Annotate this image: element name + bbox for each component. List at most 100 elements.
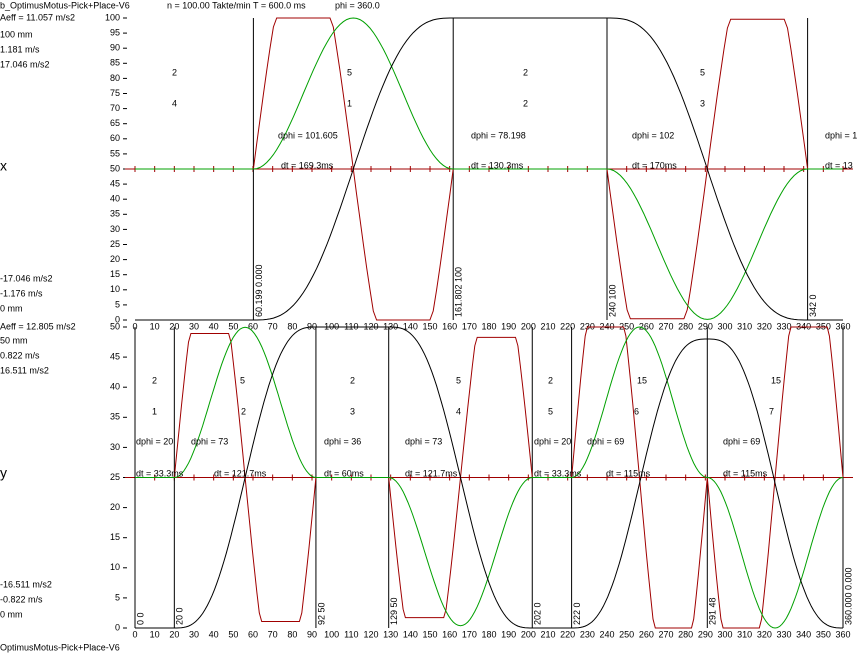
side-label: Aeff = 12.805 m/s2 [0,321,76,331]
x-tick-label: 110 [344,629,358,639]
x-tick-label: 180 [481,321,496,331]
x-tick-label: 220 [560,321,575,331]
y-tick-label: 20 [110,254,120,264]
side-label: 0.822 m/s [0,350,40,360]
y-tick-label: 95 [110,27,120,37]
dphi-label: dphi = 69 [587,436,624,446]
speed-info: n = 100.00 Takte/min T = 600.0 ms [167,0,306,10]
dphi-label: dphi = 36 [324,436,361,446]
segment-id: 5 [548,406,553,416]
y-tick-label: 85 [110,58,120,68]
x-tick-label: 360 [835,321,850,331]
x-tick-label: 290 [698,321,713,331]
y-tick-label: 50 [110,163,120,173]
axis-name: y [0,465,7,481]
x-tick-label: 320 [757,629,772,639]
x-tick-label: 50 [228,321,238,331]
segment-id: 4 [456,406,461,416]
x-tick-label: 120 [363,629,378,639]
position-curve [135,326,843,629]
y-tick-label: 65 [110,118,120,128]
dt-label: dt = 121.7ms [405,468,458,478]
y-tick-label: 55 [110,148,120,158]
segment-id: 6 [634,406,639,416]
y-tick-label: 25 [110,239,120,249]
x-tick-label: 20 [169,629,179,639]
x-tick-label: 170 [462,321,477,331]
x-tick-label: 340 [796,629,811,639]
y-tick-label: 45 [110,351,120,361]
x-tick-label: 340 [796,321,811,331]
boundary-label: 291 48 [708,597,718,625]
x-tick-label: 330 [776,321,791,331]
side-label: Aeff = 11.057 m/s2 [0,12,75,22]
x-tick-label: 250 [619,629,634,639]
x-tick-label: 200 [521,629,536,639]
y-tick-label: 40 [110,382,120,392]
segment-id: 7 [769,406,774,416]
x-tick-label: 120 [363,321,378,331]
x-tick-label: 130 [383,321,398,331]
segment-number: 5 [456,375,461,385]
x-tick-label: 190 [501,321,516,331]
side-label: 1.181 m/s [0,44,40,54]
y-tick-label: 15 [110,269,120,279]
boundary-label: 20 0 [175,607,185,625]
dphi-label: dphi = 20 [534,436,571,446]
y-tick-label: 60 [110,133,120,143]
x-tick-label: 280 [678,321,693,331]
x-tick-label: 60 [248,321,258,331]
side-label: -16.511 m/s2 [0,579,52,589]
y-tick-label: 5 [115,592,120,602]
x-tick-label: 100 [324,629,339,639]
x-tick-label: 330 [776,629,791,639]
x-tick-label: 260 [639,321,654,331]
x-tick-label: 350 [816,321,831,331]
x-tick-label: 160 [442,321,457,331]
y-tick-label: 25 [110,472,120,482]
x-tick-label: 140 [403,321,418,331]
x-tick-label: 10 [150,321,160,331]
velocity-curve [135,326,844,629]
x-tick-label: 200 [521,321,536,331]
y-tick-label: 35 [110,209,120,219]
x-tick-label: 240 [599,321,614,331]
boundary-label: 129 50 [389,597,399,625]
dt-label: dt = 60ms [324,468,364,478]
footer: OptimusMotus-Pick+Place-V6 [0,642,120,652]
segment-number: 15 [637,375,647,385]
x-tick-label: 0 [132,629,137,639]
y-tick-label: 15 [110,532,120,542]
x-tick-label: 50 [228,629,238,639]
y-tick-label: 40 [110,194,120,204]
side-label: 0 mm [0,303,23,313]
x-tick-label: 260 [639,629,654,639]
x-tick-label: 320 [757,321,772,331]
x-tick-label: 180 [481,629,496,639]
segment-id: 4 [172,98,177,108]
y-tick-label: 30 [110,224,120,234]
segment-number: 5 [240,375,245,385]
y-tick-label: 100 [105,12,120,22]
x-tick-label: 230 [580,321,595,331]
side-label: 50 mm [0,335,28,345]
x-tick-label: 270 [658,321,673,331]
side-label: 0 mm [0,609,23,619]
x-tick-label: 70 [268,321,278,331]
phi-info: phi = 360.0 [335,0,380,10]
x-tick-label: 150 [422,629,437,639]
dt-label: dt = 170ms [632,160,677,170]
dphi-label: dphi = 73 [191,436,228,446]
x-tick-label: 110 [344,321,358,331]
segment-number: 2 [523,67,528,77]
dt-label: dt = 169.3ms [281,160,334,170]
x-tick-label: 210 [540,629,555,639]
file-name: b_OptimusMotus-Pick+Place-V6 [0,0,130,10]
x-tick-label: 240 [599,629,614,639]
x-tick-label: 10 [150,629,160,639]
y-tick-label: 35 [110,412,120,422]
y-tick-label: 45 [110,178,120,188]
segment-number: 2 [350,375,355,385]
x-tick-label: 300 [717,629,732,639]
